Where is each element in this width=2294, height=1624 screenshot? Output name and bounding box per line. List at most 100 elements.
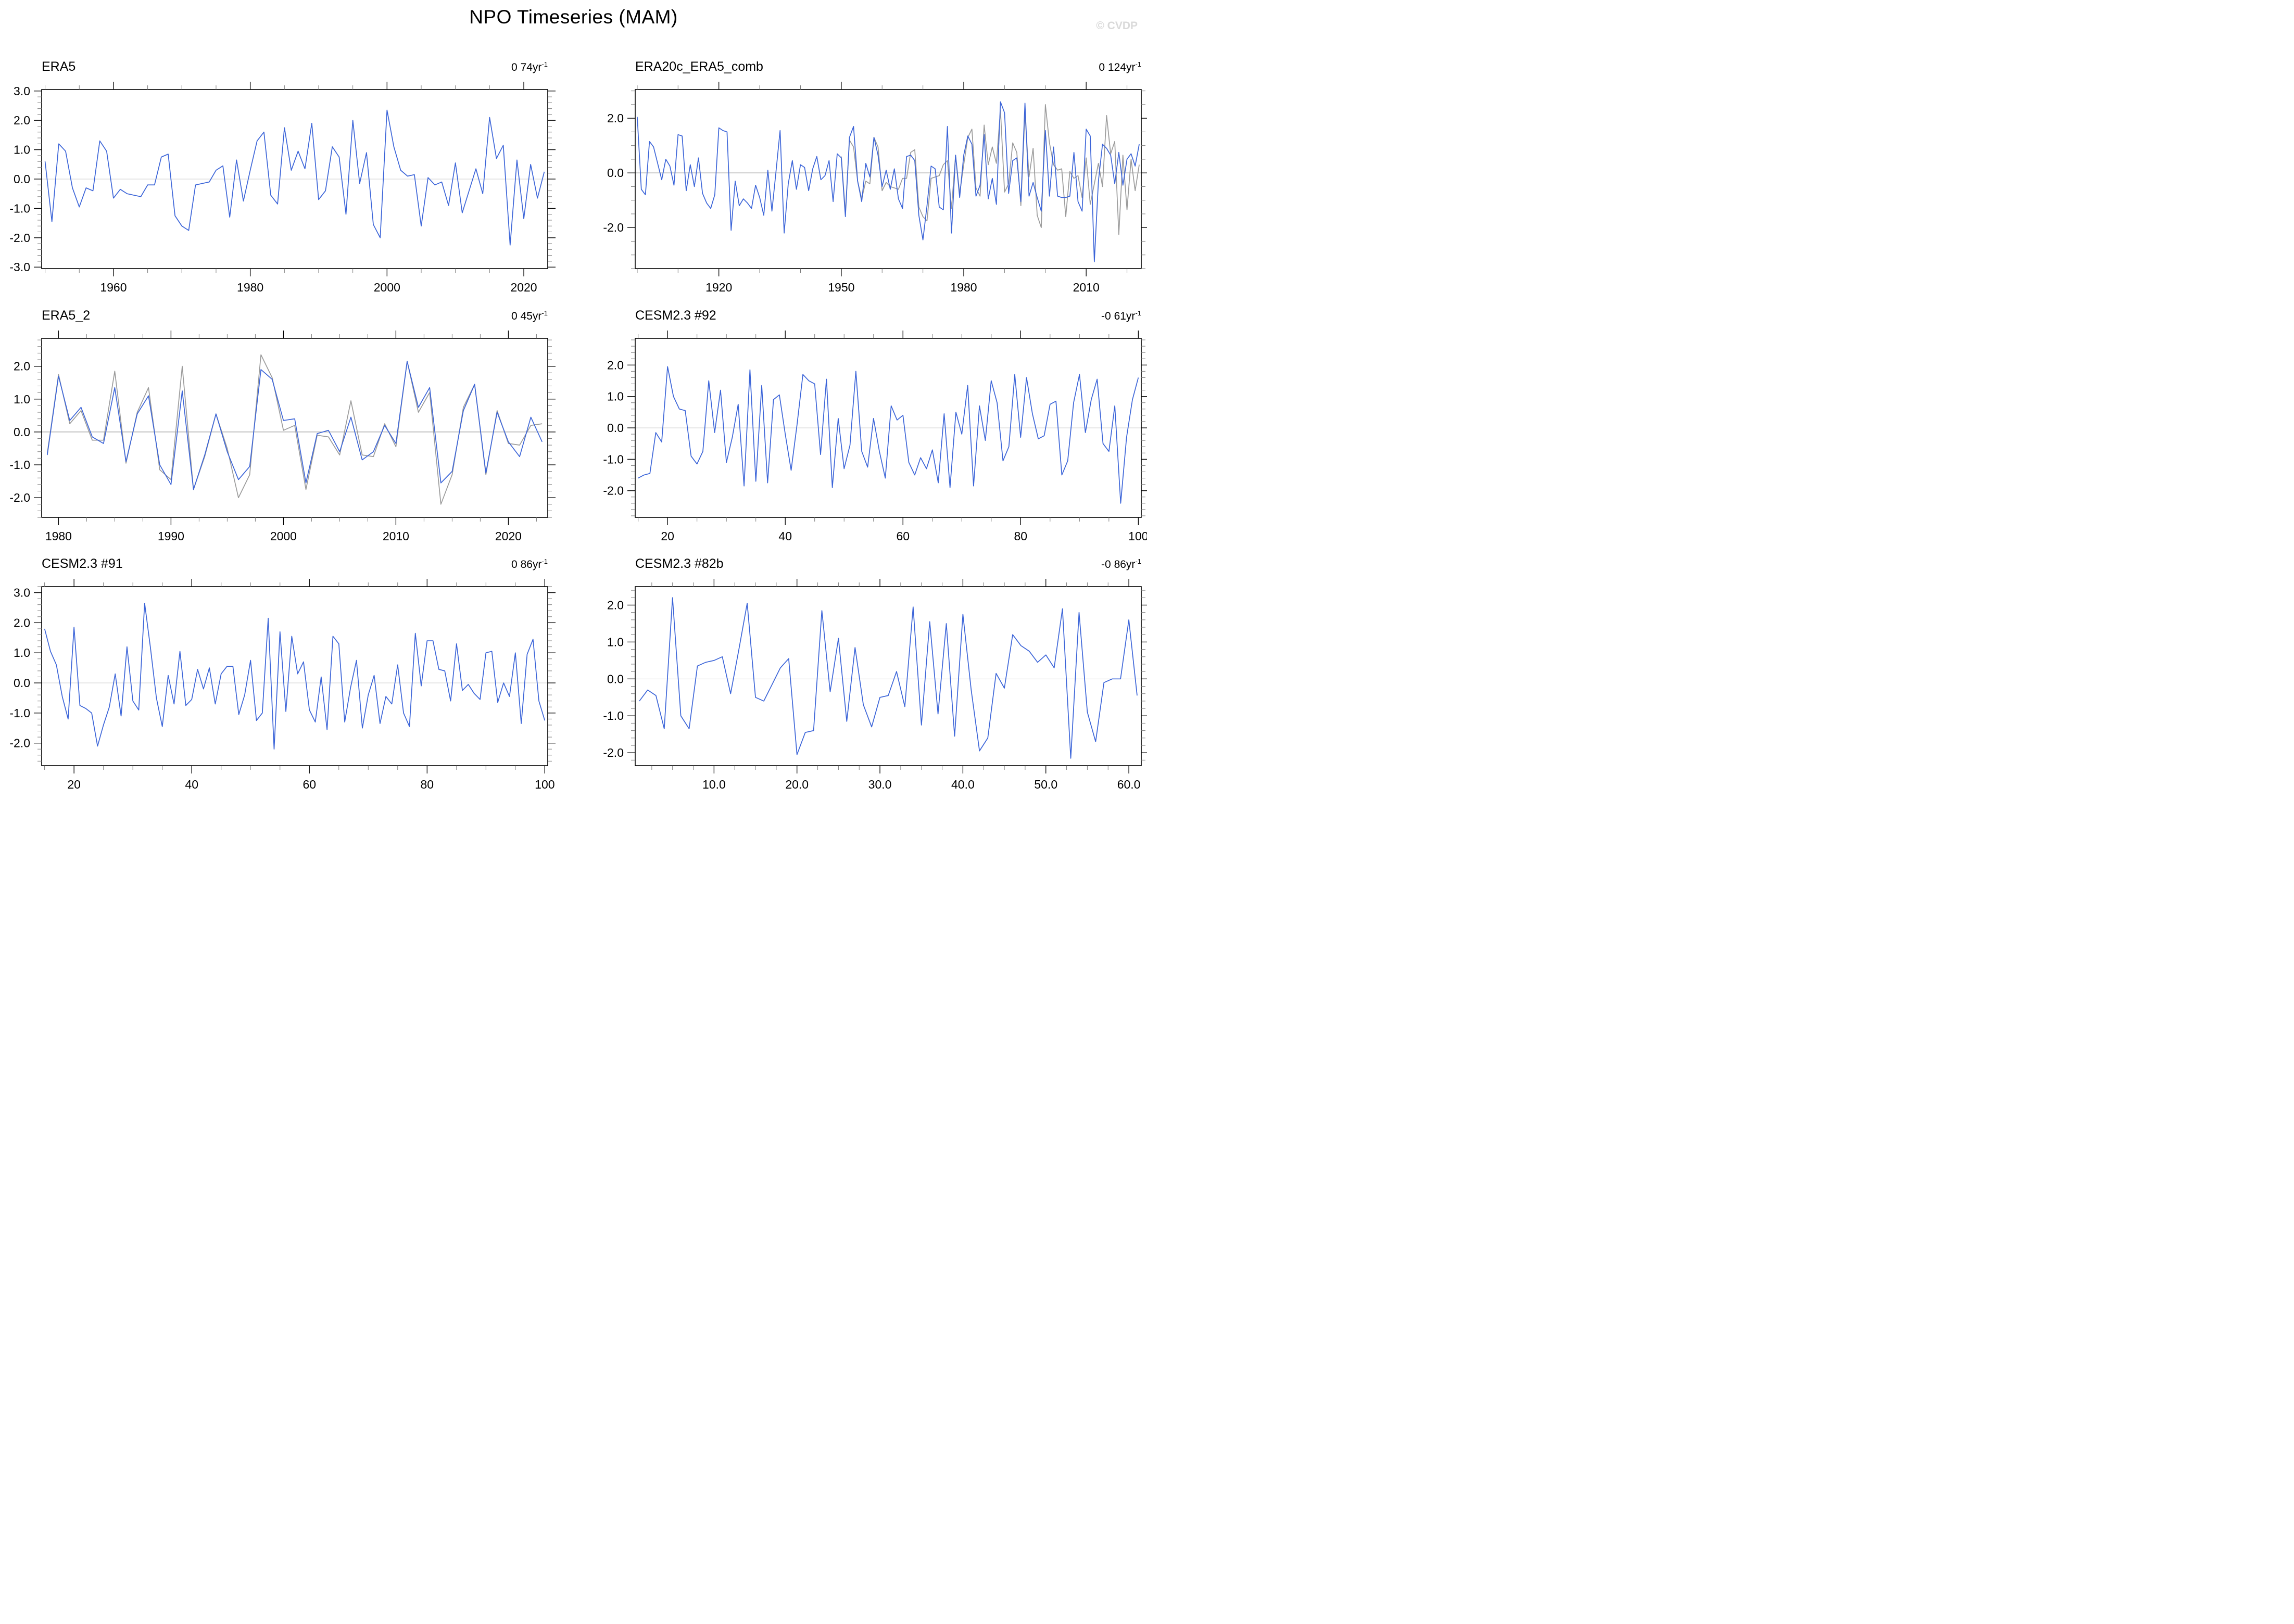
panel-title: ERA20c_ERA5_comb [635,59,763,74]
plot-box [635,89,1142,269]
y-tick-label: -2.0 [603,746,624,759]
x-tick-label: 2010 [383,529,409,540]
y-tick-label: 0.0 [14,676,30,690]
y-tick-label: 1.0 [14,392,30,406]
panel-trend-label: 0 74yr-1 [511,60,548,73]
x-tick-label: 2020 [510,281,537,291]
x-tick-label: 2000 [270,529,297,540]
y-tick-label: 2.0 [14,360,30,373]
panel-trend-label: 0 45yr-1 [511,309,548,322]
x-tick-label: 1950 [828,281,854,291]
x-tick-label: 20 [67,778,81,789]
y-tick-label: 2.0 [607,358,624,372]
x-tick-label: 2020 [495,529,522,540]
panel-header: ERA5_2 0 45yr-1 [42,308,548,327]
x-tick-label: 60 [896,529,910,540]
y-tick-label: 3.0 [14,84,30,98]
y-tick-label: -2.0 [9,491,30,504]
x-tick-label: 50.0 [1034,778,1057,789]
panel-trend-label: 0 124yr-1 [1099,60,1141,73]
x-tick-label: 20.0 [785,778,809,789]
panel-trend-label: -0 86yr-1 [1101,557,1141,570]
panel-cesm23-92: CESM2.3 #92 -0 61yr-1 20 40 60 80 100 2.0 1.0 0… [596,308,1147,540]
cvdp-watermark: © CVDP [1096,20,1138,32]
series-line-era5-reference [841,104,1140,235]
panel-header: CESM2.3 #82b -0 86yr-1 [635,556,1141,575]
panel-cesm23-91: CESM2.3 #91 0 86yr-1 20 40 60 80 100 3.0 2.0 1.… [2,556,570,789]
panel-header: ERA20c_ERA5_comb 0 124yr-1 [635,59,1141,78]
y-tick-label: 0.0 [14,425,30,439]
y-tick-label: 1.0 [607,390,624,403]
x-tick-label: 60.0 [1117,778,1141,789]
y-tick-label: 0.0 [607,672,624,686]
y-tick-label: 2.0 [607,111,624,125]
panel-title: ERA5 [42,59,76,74]
y-tick-label: -1.0 [9,706,30,720]
panel-cesm23-82b: CESM2.3 #82b -0 86yr-1 10.0 20.0 30.0 40.0 5… [596,556,1147,789]
x-tick-label: 100 [535,778,554,789]
x-tick-label: 40.0 [951,778,975,789]
series-line-cesm2-3-82b [639,597,1138,759]
panel-header: CESM2.3 #92 -0 61yr-1 [635,308,1141,327]
panel-era20c-era5-comb: ERA20c_ERA5_comb 0 124yr-1 1920 1950 1980 2… [596,59,1147,291]
x-tick-label: 30.0 [868,778,892,789]
y-tick-label: -2.0 [603,484,624,498]
timeseries-plot-cesm23-91: 20 40 60 80 100 3.0 2.0 1.0 0.0 -1.0 -2.0 [9,579,556,789]
x-tick-label: 1980 [237,281,263,291]
y-tick-label: -2.0 [9,737,30,750]
panel-title: CESM2.3 #82b [635,556,724,571]
y-tick-label: -1.0 [9,458,30,472]
y-tick-label: 2.0 [607,598,624,612]
x-tick-label: 1920 [705,281,732,291]
y-tick-label: -1.0 [603,709,624,722]
panel-era5-2: ERA5_2 0 45yr-1 1980 1990 2000 2010 2020 2.0 1… [2,308,570,540]
timeseries-plot-cesm23-92: 20 40 60 80 100 2.0 1.0 0.0 -1.0 -2.0 [603,331,1147,540]
panel-header: ERA5 0 74yr-1 [42,59,548,78]
timeseries-plot-era5: 1960 1980 2000 2020 3.0 2.0 1.0 0.0 -1.0 -2.0 -3.0 [9,82,556,291]
panel-title: ERA5_2 [42,308,91,323]
series-line-era20c-era5-comb [637,101,1140,262]
x-tick-label: 1990 [158,529,184,540]
x-tick-label: 20 [661,529,674,540]
panel-title: CESM2.3 #92 [635,308,716,323]
series-line-cesm2-3-92 [638,366,1139,504]
series-line-era5 [44,109,545,246]
y-tick-label: -3.0 [9,260,30,274]
y-tick-label: 0.0 [14,172,30,186]
x-tick-label: 40 [778,529,792,540]
timeseries-plot-era5-2: 1980 1990 2000 2010 2020 2.0 1.0 0.0 -1.0 -2.0 [9,331,556,540]
series-line-cesm2-3-91 [44,602,546,750]
x-tick-label: 100 [1128,529,1147,540]
timeseries-plot-era20c-era5-comb: 1920 1950 1980 2010 2.0 0.0 -2.0 [603,82,1147,291]
y-tick-label: 2.0 [14,113,30,127]
y-tick-label: -2.0 [603,221,624,234]
series-line-era5-2 [46,361,543,490]
page-title: NPO Timeseries (MAM) [469,6,678,28]
y-tick-label: -1.0 [603,452,624,466]
y-tick-label: 2.0 [14,616,30,629]
x-tick-label: 10.0 [702,778,726,789]
y-tick-label: 1.0 [607,635,624,649]
y-tick-label: -2.0 [9,231,30,245]
y-tick-label: 1.0 [14,143,30,157]
panel-trend-label: -0 61yr-1 [1101,309,1141,322]
x-tick-label: 2000 [374,281,400,291]
panel-header: CESM2.3 #91 0 86yr-1 [42,556,548,575]
x-tick-label: 60 [302,778,316,789]
panel-era5: ERA5 0 74yr-1 1960 1980 2000 2020 3.0 2.0 1.0 0… [2,59,570,291]
x-tick-label: 40 [185,778,198,789]
y-tick-label: 3.0 [14,586,30,600]
x-tick-label: 80 [1014,529,1028,540]
x-tick-label: 80 [421,778,434,789]
plot-box [41,586,548,766]
panel-trend-label: 0 86yr-1 [511,557,548,570]
plot-box [635,586,1142,766]
cvdp-timeseries-page: NPO Timeseries (MAM) © CVDP ERA5 0 74yr-… [0,0,1147,812]
x-tick-label: 1960 [100,281,127,291]
y-tick-label: -1.0 [9,201,30,215]
panel-title: CESM2.3 #91 [42,556,123,571]
y-tick-label: 0.0 [607,166,624,180]
y-tick-label: 1.0 [14,646,30,659]
timeseries-plot-cesm23-82b: 10.0 20.0 30.0 40.0 50.0 60.0 2.0 1.0 0.0 -1.0 -2.… [603,579,1147,789]
x-tick-label: 1980 [950,281,977,291]
